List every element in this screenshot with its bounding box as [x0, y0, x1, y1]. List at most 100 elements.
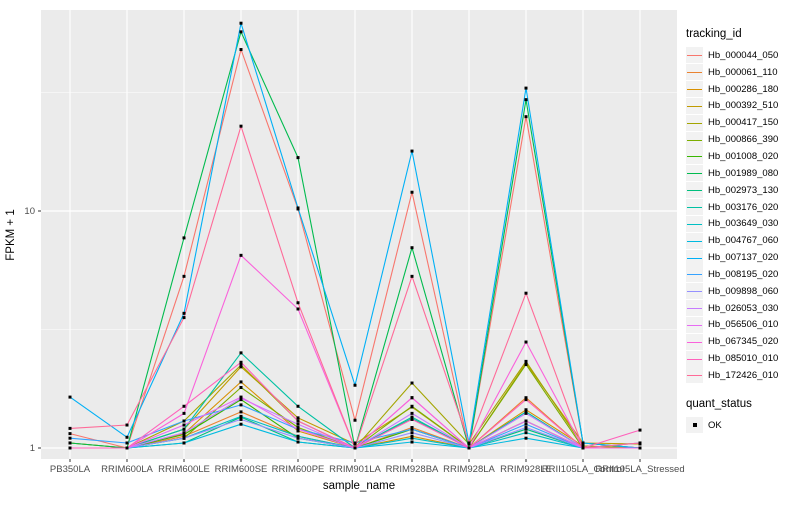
- data-point-marker: [182, 411, 186, 415]
- data-point-marker: [410, 411, 414, 415]
- data-point-marker: [524, 411, 528, 415]
- color-line-swatch-icon: [687, 358, 702, 360]
- data-point-marker: [239, 395, 243, 399]
- legend-key: [686, 300, 703, 317]
- legend-item-label: Hb_172426_010: [708, 369, 779, 381]
- legend-quant-status: quant_status OK: [686, 398, 798, 434]
- legend-item-label: Hb_002973_130: [708, 184, 779, 196]
- plot-panel: [41, 10, 677, 459]
- legend-item-label: Hb_026053_030: [708, 302, 779, 314]
- x-tick-label: RRIM928BA: [386, 464, 439, 475]
- legend-key: [686, 131, 703, 148]
- data-point-marker: [182, 404, 186, 408]
- data-point-marker: [239, 48, 243, 52]
- legend-key: [686, 81, 703, 98]
- x-tick-label: PB350LA: [50, 464, 91, 475]
- data-point-marker: [410, 381, 414, 385]
- data-point-marker: [524, 98, 528, 102]
- legend-title-quant-status: quant_status: [686, 397, 752, 410]
- legend-key: [686, 249, 703, 266]
- data-point-marker: [239, 403, 243, 407]
- legend-item-Hb_003176_020: Hb_003176_020: [686, 199, 798, 216]
- data-point-marker: [410, 404, 414, 408]
- data-point-marker: [467, 441, 471, 445]
- legend-key: [686, 47, 703, 64]
- legend-item-label: Hb_000286_180: [708, 83, 779, 95]
- data-point-marker: [524, 86, 528, 90]
- legend-item-label: Hb_007137_020: [708, 252, 779, 264]
- data-point-marker: [410, 427, 414, 431]
- color-line-swatch-icon: [687, 341, 702, 343]
- data-point-marker: [524, 422, 528, 426]
- data-point-marker: [581, 444, 585, 448]
- legend-item-label: Hb_009898_060: [708, 285, 779, 297]
- data-point-marker: [410, 431, 414, 435]
- data-point-marker: [353, 418, 357, 422]
- legend-item-Hb_004767_060: Hb_004767_060: [686, 232, 798, 249]
- black-square-marker-icon: [692, 423, 697, 428]
- data-point-marker: [125, 446, 129, 450]
- legend-key: [686, 165, 703, 182]
- legend-item-Hb_000061_110: Hb_000061_110: [686, 64, 798, 81]
- data-point-marker: [524, 115, 528, 119]
- y-tick-label: 10: [24, 206, 35, 217]
- color-line-swatch-icon: [687, 223, 702, 225]
- legend-item-label: Hb_000417_150: [708, 117, 779, 129]
- x-tick-label: RRIM600PE: [272, 464, 325, 475]
- data-point-marker: [581, 441, 585, 445]
- legend-title-tracking-id: tracking_id: [686, 28, 742, 40]
- legend-item-Hb_000417_150: Hb_000417_150: [686, 114, 798, 131]
- data-point-marker: [581, 446, 585, 450]
- data-point-marker: [68, 441, 72, 445]
- data-point-marker: [296, 436, 300, 440]
- legend-item-Hb_085010_010: Hb_085010_010: [686, 350, 798, 367]
- data-point-marker: [239, 124, 243, 128]
- data-point-marker: [638, 446, 642, 450]
- x-tick-label: RRIM600LA: [101, 464, 153, 475]
- color-line-swatch-icon: [687, 257, 702, 259]
- data-point-marker: [410, 149, 414, 153]
- data-point-marker: [410, 415, 414, 419]
- x-tick-label: RRIM600SE: [215, 464, 268, 475]
- data-point-marker: [410, 436, 414, 440]
- legend-key: [686, 114, 703, 131]
- color-line-swatch-icon: [687, 122, 702, 124]
- legend-key: [686, 199, 703, 216]
- legend-item-Hb_000286_180: Hb_000286_180: [686, 81, 798, 98]
- data-point-marker: [410, 426, 414, 430]
- data-point-marker: [182, 441, 186, 445]
- legend-key: [686, 215, 703, 232]
- data-point-marker: [524, 419, 528, 423]
- legend-item-label: Hb_001008_020: [708, 150, 779, 162]
- legend-item-label: Hb_067345_020: [708, 336, 779, 348]
- data-point-marker: [68, 436, 72, 440]
- data-point-marker: [296, 426, 300, 430]
- data-point-marker: [524, 359, 528, 363]
- legend-item-Hb_172426_010: Hb_172426_010: [686, 367, 798, 384]
- data-point-marker: [68, 395, 72, 399]
- y-tick-label: 1: [30, 443, 35, 454]
- color-line-swatch-icon: [687, 308, 702, 310]
- data-point-marker: [239, 386, 243, 390]
- data-point-marker: [410, 274, 414, 278]
- color-line-swatch-icon: [687, 190, 702, 192]
- data-point-marker: [239, 360, 243, 364]
- data-point-marker: [239, 417, 243, 421]
- data-point-marker: [353, 383, 357, 387]
- data-point-marker: [296, 440, 300, 444]
- data-point-marker: [182, 433, 186, 437]
- legend-item-Hb_026053_030: Hb_026053_030: [686, 300, 798, 317]
- data-point-marker: [296, 156, 300, 160]
- data-point-marker: [296, 404, 300, 408]
- legend-item-label: Hb_000044_050: [708, 49, 779, 61]
- legend-key: [686, 182, 703, 199]
- legend-item-Hb_001989_080: Hb_001989_080: [686, 165, 798, 182]
- data-point-marker: [638, 428, 642, 432]
- data-point-marker: [239, 351, 243, 355]
- data-point-marker: [524, 291, 528, 295]
- legend-item-label: Hb_056506_010: [708, 319, 779, 331]
- legend-item-label: Hb_008195_020: [708, 268, 779, 280]
- data-point-marker: [410, 190, 414, 194]
- data-point-marker: [182, 236, 186, 240]
- color-line-swatch-icon: [687, 156, 702, 158]
